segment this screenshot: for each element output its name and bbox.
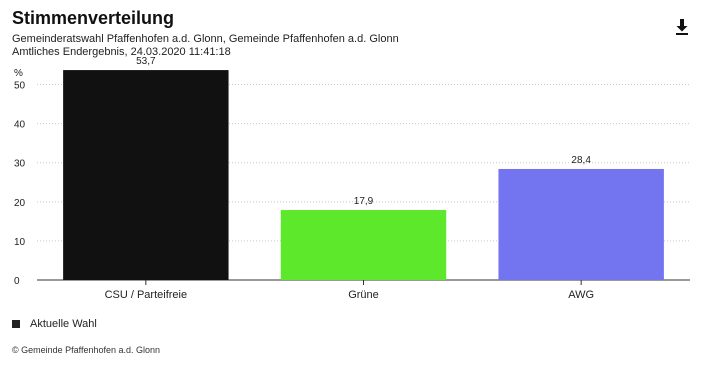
bar <box>280 210 447 280</box>
legend-swatch <box>12 320 20 328</box>
y-tick-label: 0 <box>14 276 20 287</box>
x-tick-label: CSU / Parteifreie <box>105 289 188 301</box>
y-tick-label: 30 <box>14 159 26 170</box>
bar-value-label: 28,4 <box>571 155 591 166</box>
bar <box>63 70 229 280</box>
bar-chart: % 0 10 20 30 40 50 53,7 CSU / Parteifreie 17,9 Grü… <box>14 56 690 301</box>
chart-subtitle: Gemeinderatswahl Pfaffenhofen a.d. Glonn… <box>12 33 399 59</box>
subtitle-result-status: Amtliches Endergebnis, 24.03.2020 11:41:… <box>12 46 231 58</box>
y-tick-label: 50 <box>14 81 26 92</box>
x-tick-label: AWG <box>568 289 594 301</box>
copyright-notice: © Gemeinde Pfaffenhofen a.d. Glonn <box>12 345 161 355</box>
bar-value-label: 53,7 <box>136 56 156 67</box>
download-icon[interactable] <box>674 18 690 36</box>
subtitle-election: Gemeinderatswahl Pfaffenhofen a.d. Glonn… <box>12 33 399 45</box>
y-tick-label: 10 <box>14 237 26 248</box>
x-tick-label: Grüne <box>348 289 379 301</box>
y-tick-label: 20 <box>14 198 26 209</box>
y-axis-label: % <box>14 68 23 79</box>
y-tick-label: 40 <box>14 120 26 131</box>
bar-value-label: 17,9 <box>354 196 374 207</box>
chart-title: Stimmenverteilung <box>12 8 175 28</box>
legend-label: Aktuelle Wahl <box>30 318 97 330</box>
legend: Aktuelle Wahl <box>12 318 97 330</box>
bar <box>498 168 664 280</box>
